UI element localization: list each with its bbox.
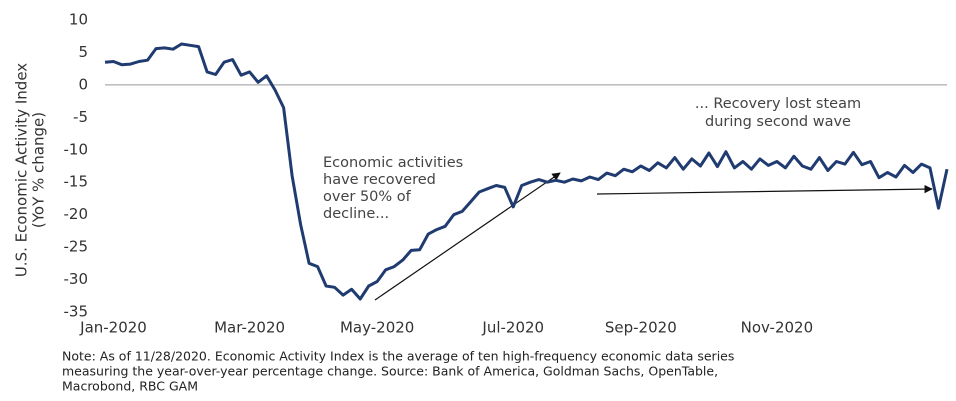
y-tick-label: -20: [64, 205, 89, 223]
x-tick-label: May-2020: [340, 319, 414, 337]
y-tick-label: 10: [69, 11, 88, 29]
annotation-line: ... Recovery lost steam: [695, 96, 861, 112]
y-tick-label: -10: [64, 140, 89, 158]
y-axis-title: U.S. Economic Activity Index (YoY % chan…: [13, 63, 48, 277]
arrow: [596, 184, 933, 195]
arrow: [374, 172, 561, 301]
y-tick-label: -30: [64, 270, 89, 288]
y-axis-title-line: U.S. Economic Activity Index: [13, 63, 31, 277]
x-tick-label: Jul-2020: [481, 319, 544, 337]
x-tick-label: Jan-2020: [79, 319, 147, 337]
x-tick-label: Mar-2020: [214, 319, 285, 337]
data-line: [104, 42, 949, 301]
y-tick-label: -25: [64, 238, 89, 256]
y-tick-label: 5: [78, 43, 88, 61]
y-tick-label: -5: [73, 108, 88, 126]
annotation-line: over 50% of: [323, 189, 412, 205]
annotation-line: Economic activities: [323, 155, 463, 171]
note-line: Macrobond, RBC GAM: [62, 379, 198, 394]
annotation-line: decline...: [323, 206, 389, 222]
note-line: Note: As of 11/28/2020. Economic Activit…: [62, 349, 734, 364]
annotation: Economic activities have recovered over …: [323, 155, 463, 222]
y-tick-label: -15: [64, 173, 89, 191]
note-line: measuring the year-over-year percentage …: [62, 364, 718, 379]
x-tick-label: Nov-2020: [741, 319, 813, 337]
y-tick-label: 0: [78, 75, 88, 93]
y-tick-label: -35: [64, 303, 89, 321]
annotation-line: have recovered: [323, 172, 436, 188]
annotation-line: during second wave: [705, 114, 851, 130]
y-axis-title-line: (YoY % change): [30, 112, 48, 228]
annotation: ... Recovery lost steam during second wa…: [695, 96, 861, 130]
x-tick-label: Sep-2020: [605, 319, 677, 337]
